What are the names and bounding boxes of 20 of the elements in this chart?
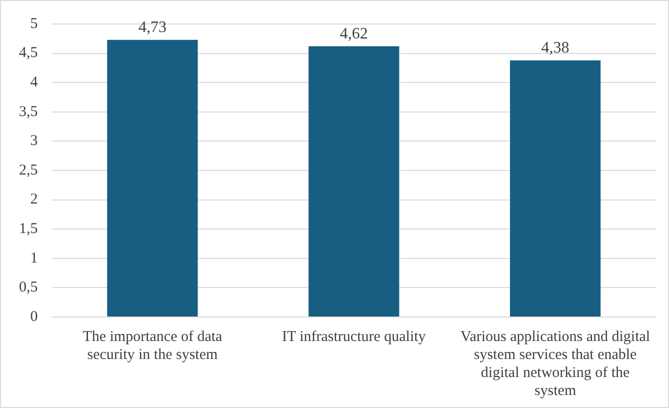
y-tick-label: 4 (30, 74, 38, 91)
y-tick-label: 1,5 (19, 221, 38, 238)
data-label: 4,62 (340, 25, 368, 42)
bar (510, 60, 601, 316)
y-tick-label: 0,5 (19, 280, 38, 296)
bar (107, 40, 198, 316)
y-tick-label: 3,5 (19, 104, 38, 120)
y-tick-label: 5 (30, 16, 38, 32)
x-tick-label: IT infrastructure quality (282, 328, 426, 345)
x-tick-label: Various applications and digital system services that enable digital networking of the system (460, 328, 650, 399)
data-label: 4,73 (138, 19, 166, 36)
y-tick-label: 4,5 (19, 45, 38, 62)
y-tick-label: 2,5 (19, 162, 38, 178)
y-tick-label: 3 (30, 133, 38, 150)
y-tick-label: 1 (30, 250, 38, 266)
y-tick-label: 0 (30, 308, 38, 325)
bar (308, 46, 400, 316)
y-tick-label: 2 (30, 192, 38, 208)
x-tick-label: The importance of data security in the system (82, 328, 223, 363)
data-label: 4,38 (541, 40, 570, 57)
